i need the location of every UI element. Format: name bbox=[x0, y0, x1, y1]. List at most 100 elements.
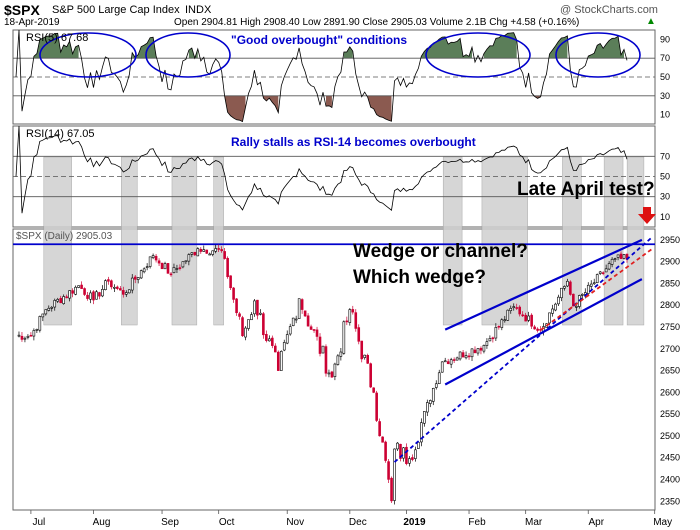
candle-body bbox=[324, 346, 328, 374]
candle-body bbox=[348, 309, 352, 323]
candle-body bbox=[17, 334, 21, 337]
candle-body bbox=[619, 253, 623, 259]
candle-body bbox=[476, 348, 480, 354]
candle-body bbox=[601, 272, 605, 274]
x-label-Dec: Dec bbox=[349, 517, 367, 528]
down-arrow-icon bbox=[638, 207, 656, 224]
candle-body bbox=[461, 352, 465, 358]
candle-body bbox=[244, 327, 247, 338]
candle-body bbox=[431, 388, 435, 402]
candle-body bbox=[121, 290, 125, 295]
candle-body bbox=[607, 263, 611, 270]
candle-body bbox=[452, 359, 456, 361]
price-tick-2400: 2400 bbox=[660, 475, 680, 485]
candle-body bbox=[488, 338, 492, 342]
exchange-label: INDX bbox=[185, 4, 212, 16]
candle-body bbox=[473, 349, 477, 354]
highlight-ellipse-2 bbox=[145, 32, 231, 78]
x-label-Aug: Aug bbox=[93, 517, 111, 528]
rsi5-overbought-fill bbox=[343, 46, 353, 59]
candle-body bbox=[575, 306, 578, 308]
candle-body bbox=[557, 296, 560, 305]
rsi5-overbought-fill bbox=[132, 37, 157, 59]
candle-body bbox=[271, 337, 274, 346]
x-label-Jul: Jul bbox=[33, 517, 46, 528]
price-tick-2350: 2350 bbox=[660, 496, 680, 506]
trendline-1 bbox=[444, 238, 643, 331]
candle-body bbox=[551, 308, 554, 314]
candle-body bbox=[563, 286, 566, 289]
date-label: 18-Apr-2019 bbox=[4, 17, 60, 28]
candle-body bbox=[139, 270, 143, 279]
candle-body bbox=[208, 253, 212, 256]
candle-body bbox=[315, 329, 319, 337]
candle-body bbox=[330, 371, 334, 378]
candle-body bbox=[497, 325, 501, 328]
candle-body bbox=[107, 279, 110, 282]
candle-body bbox=[74, 286, 77, 295]
candle-body bbox=[47, 307, 51, 311]
candle-body bbox=[411, 457, 414, 460]
candle-body bbox=[396, 442, 399, 450]
candle-body bbox=[166, 263, 170, 274]
candle-body bbox=[172, 267, 176, 273]
candle-body bbox=[193, 251, 197, 256]
candle-body bbox=[548, 312, 551, 324]
candle-body bbox=[44, 309, 48, 315]
candle-body bbox=[104, 280, 107, 290]
candle-body bbox=[83, 288, 86, 295]
candle-body bbox=[613, 258, 617, 260]
candle-body bbox=[175, 268, 179, 270]
price-tick-2900: 2900 bbox=[660, 257, 680, 267]
price-tick-2700: 2700 bbox=[660, 344, 680, 354]
candle-body bbox=[464, 355, 468, 359]
rsi5-tick-50: 50 bbox=[660, 72, 670, 82]
candle-body bbox=[560, 287, 563, 299]
candle-body bbox=[297, 298, 301, 319]
rsi5-legend: RSI(5) 67.68 bbox=[26, 32, 88, 44]
candle-body bbox=[482, 345, 486, 352]
candle-body bbox=[71, 290, 74, 294]
candle-body bbox=[145, 266, 149, 268]
rsi5-tick-70: 70 bbox=[660, 53, 670, 63]
candle-body bbox=[518, 306, 522, 315]
candle-body bbox=[41, 313, 45, 318]
price-tick-2450: 2450 bbox=[660, 453, 680, 463]
overbought-band-8 bbox=[603, 156, 624, 326]
price-tick-2800: 2800 bbox=[660, 300, 680, 310]
candle-body bbox=[440, 361, 444, 373]
candle-body bbox=[232, 287, 235, 300]
candle-body bbox=[89, 292, 92, 300]
candle-body bbox=[512, 306, 516, 308]
candle-body bbox=[569, 281, 572, 295]
candle-body bbox=[95, 291, 98, 300]
rsi5-oversold-fill bbox=[367, 95, 392, 122]
rsi5-overbought-fill bbox=[588, 36, 624, 59]
candle-body bbox=[530, 314, 533, 327]
price-tick-2500: 2500 bbox=[660, 431, 680, 441]
candle-body bbox=[124, 292, 128, 295]
candle-body bbox=[533, 326, 536, 330]
candle-body bbox=[423, 411, 426, 424]
rsi5-oversold-fill bbox=[534, 95, 541, 99]
candle-body bbox=[342, 321, 346, 354]
annotation-late-april: Late April test? bbox=[517, 179, 655, 200]
candle-body bbox=[35, 329, 39, 331]
candle-body bbox=[259, 312, 262, 315]
candle-body bbox=[101, 289, 104, 297]
candle-body bbox=[402, 447, 405, 459]
overbought-band-9 bbox=[626, 156, 645, 326]
candle-body bbox=[178, 267, 182, 269]
candle-body bbox=[59, 298, 63, 304]
candle-body bbox=[426, 402, 429, 413]
rsi5-oversold-fill bbox=[224, 95, 246, 122]
candle-body bbox=[29, 334, 33, 337]
candle-body bbox=[238, 313, 241, 317]
candle-body bbox=[363, 354, 367, 358]
candle-body bbox=[303, 310, 307, 317]
candle-body bbox=[220, 249, 223, 252]
candle-body bbox=[110, 280, 113, 288]
candle-body bbox=[285, 334, 289, 344]
candle-body bbox=[491, 337, 495, 340]
